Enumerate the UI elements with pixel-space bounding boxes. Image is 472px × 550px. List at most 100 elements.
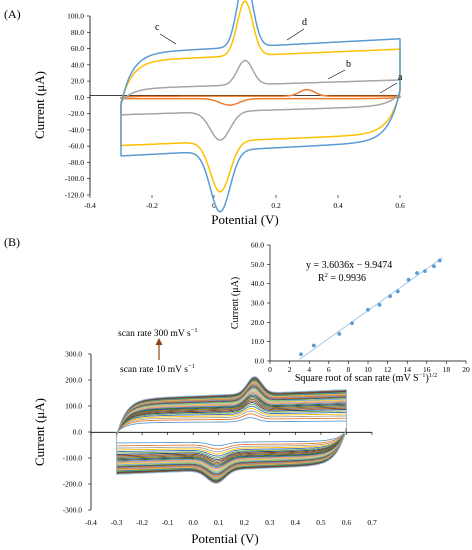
chart-b-y-tick-label: -300.0 <box>63 506 83 515</box>
chart-b-x-tick-label: 0.4 <box>291 518 301 527</box>
scan-rate-arrowhead <box>155 338 163 345</box>
data-point <box>406 277 411 282</box>
chart-b-x-ticks: -0.4 -0.3 -0.2 -0.1 0.0 0.1 0.2 0.3 0.4 0.5 0.6 0.7 <box>85 432 377 527</box>
chart-a-y-tick-label: 0.0 <box>75 93 85 102</box>
pointer-d <box>286 28 305 41</box>
inset-x-tick-label: 12 <box>384 365 392 374</box>
data-point <box>437 258 442 263</box>
chart-b-y-tick-label: 300.0 <box>65 350 82 359</box>
annotation-bottom: scan rate 10 mV s−1 <box>120 363 195 375</box>
chart-a-y-label: Current (μA) <box>32 71 47 139</box>
data-point <box>395 289 400 294</box>
chart-b-x-tick-label: -0.2 <box>136 518 148 527</box>
inset-y-tick-label: 0.0 <box>255 357 265 366</box>
cv-curve-d <box>120 0 401 213</box>
chart-b-x-tick-label: 0.3 <box>265 518 275 527</box>
chart-b-x-tick-label: -0.1 <box>162 518 174 527</box>
chart-a-curves <box>120 0 401 213</box>
chart-b-x-tick-label: -0.3 <box>111 518 123 527</box>
inset-x-tick-label: 18 <box>443 365 451 374</box>
inset-x-tick-label: 16 <box>423 365 431 374</box>
inset-x-ticks: 0 2 4 6 8 10 12 14 16 18 20 <box>268 361 470 374</box>
label-a: a <box>398 72 403 83</box>
chart-b-x-tick-label: 0.0 <box>188 518 198 527</box>
inset-y-tick-label: 20.0 <box>251 318 264 327</box>
chart-a-y-tick-label: 80.0 <box>71 28 84 37</box>
cv-curve-scan-rate <box>116 417 347 447</box>
chart-a-y-tick-label: 20.0 <box>71 77 84 86</box>
chart-a-y-tick-label: 60.0 <box>71 44 84 53</box>
inset-x-label: Square root of scan rate (mV S−1)1/2 <box>295 372 437 384</box>
inset-y-tick-label: 30.0 <box>251 299 264 308</box>
pointer-c <box>159 33 177 45</box>
chart-a-y-tick-label: 40.0 <box>71 60 84 69</box>
chart-a-y-tick-label: 100.0 <box>67 12 84 21</box>
cv-curve-b <box>120 59 401 141</box>
chart-a-x-tick-label: 0.4 <box>333 201 343 210</box>
chart-b-x-tick-label: 0.5 <box>316 518 326 527</box>
cv-curve-a <box>120 88 401 106</box>
inset-y-tick-label: 10.0 <box>251 337 264 346</box>
fit-r-squared: R2 = 0.9936 <box>318 272 366 284</box>
inset-y-label: Current (μA) <box>230 277 241 329</box>
inset-x-tick-label: 4 <box>307 365 311 374</box>
chart-b-x-tick-label: 0.2 <box>240 518 250 527</box>
inset-x-tick-label: 8 <box>347 365 351 374</box>
chart-b-y-label: Current (μA) <box>32 398 47 466</box>
label-c: c <box>155 22 160 33</box>
inset-y-ticks: 0.0 10.0 20.0 30.0 40.0 50.0 60.0 <box>251 241 270 366</box>
chart-b-x-tick-label: -0.4 <box>85 518 97 527</box>
panel-label-b: (B) <box>4 235 20 249</box>
data-point <box>415 271 419 275</box>
chart-b-y-tick-label: 200.0 <box>65 376 82 385</box>
inset-y-tick-label: 60.0 <box>251 241 264 250</box>
data-point <box>432 264 436 269</box>
chart-a-x-tick-label: 0.2 <box>271 201 281 210</box>
chart-a-y-tick-label: -60.0 <box>68 142 84 151</box>
inset-marks <box>299 257 443 360</box>
inset-x-tick-label: 10 <box>364 365 372 374</box>
chart-a-y-ticks: -120.0 -100.0 -80.0 -60.0 -40.0 -20.0 0.0 20.0 4… <box>65 12 90 200</box>
chart-a-x-tick-label: 0.6 <box>395 201 405 210</box>
chart-b-y-ticks: -300.0 -200.0 -100.0 0.0 100.0 200.0 300.0 <box>63 350 91 515</box>
data-point <box>377 303 382 307</box>
data-point <box>388 294 392 299</box>
chart-a-x-label: Potential (V) <box>211 212 279 227</box>
chart-a: -120.0 -100.0 -80.0 -60.0 -40.0 -20.0 0.0 20.0 4… <box>32 0 405 227</box>
pointer-a <box>379 82 398 94</box>
chart-a-y-tick-label: -100.0 <box>65 174 85 183</box>
data-point <box>311 343 316 348</box>
inset-x-tick-label: 2 <box>288 365 292 374</box>
inset-y-tick-label: 50.0 <box>251 260 264 269</box>
chart-inset: 0.0 10.0 20.0 30.0 40.0 50.0 60.0 0 2 4 6 8 10 12 14 1… <box>230 241 470 385</box>
chart-b-x-label: Potential (V) <box>191 531 259 546</box>
chart-b-x-tick-label: 0.1 <box>214 518 224 527</box>
chart-a-y-tick-label: -20.0 <box>68 109 84 118</box>
panel-label-a: (A) <box>4 7 21 21</box>
chart-b-y-tick-label: -100.0 <box>63 454 83 463</box>
data-point <box>366 307 370 312</box>
chart-b-x-tick-label: 0.6 <box>342 518 352 527</box>
chart-b-y-tick-label: -200.0 <box>63 480 83 489</box>
inset-y-tick-label: 40.0 <box>251 279 264 288</box>
data-point <box>423 269 427 273</box>
inset-x-tick-label: 0 <box>268 365 272 374</box>
inset-x-tick-label: 14 <box>403 365 411 374</box>
inset-x-tick-label: 6 <box>327 365 331 374</box>
label-b: b <box>346 59 351 70</box>
inset-x-tick-label: 20 <box>462 365 470 374</box>
data-point <box>337 332 342 336</box>
data-point <box>350 321 354 326</box>
chart-a-x-tick-label: -0.4 <box>84 201 96 210</box>
chart-b-y-tick-label: 100.0 <box>65 402 82 411</box>
pointer-b <box>327 69 346 80</box>
chart-b-x-tick-label: 0.7 <box>367 518 377 527</box>
label-d: d <box>302 17 307 28</box>
chart-a-y-tick-label: -120.0 <box>65 191 85 200</box>
chart-b-curves <box>116 376 347 484</box>
chart-a-x-tick-label: 0 <box>212 201 216 210</box>
chart-a-x-tick-label: -0.2 <box>146 201 158 210</box>
chart-a-y-tick-label: -40.0 <box>68 125 84 134</box>
